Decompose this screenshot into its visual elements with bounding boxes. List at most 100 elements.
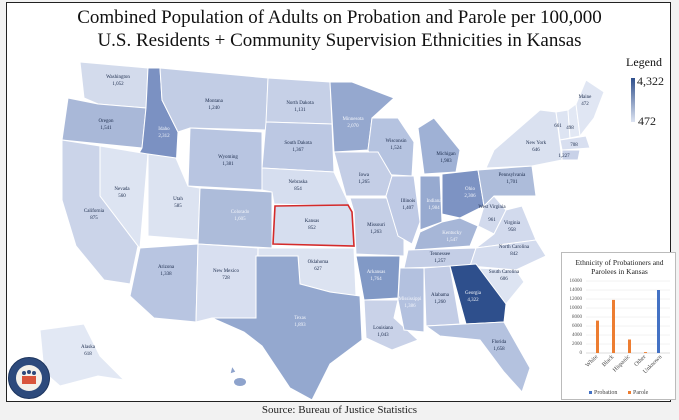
page-title: Combined Population of Adults on Probati… — [0, 6, 679, 52]
state-south-dakota[interactable] — [261, 121, 335, 173]
state-michigan[interactable] — [417, 117, 461, 175]
state-hawaii-big-island[interactable] — [234, 378, 246, 386]
svg-text:Minnesota: Minnesota — [342, 117, 364, 122]
state-hawaii[interactable] — [229, 364, 237, 375]
ethnicity-bar-chart: Ethnicity of Probationers and Parolees i… — [561, 252, 676, 400]
state-nevada[interactable] — [99, 145, 149, 250]
state-florida[interactable] — [424, 321, 531, 393]
svg-text:1,338: 1,338 — [160, 272, 172, 277]
state-texas[interactable] — [211, 255, 363, 401]
svg-text:Kansas: Kansas — [305, 219, 319, 224]
state-north-carolina[interactable] — [469, 239, 547, 271]
svg-text:1,043: 1,043 — [377, 333, 389, 338]
svg-text:1,227: 1,227 — [558, 154, 570, 159]
svg-text:Montana: Montana — [205, 99, 224, 104]
svg-text:8000: 8000 — [572, 315, 583, 320]
svg-text:0: 0 — [580, 351, 583, 356]
svg-text:585: 585 — [174, 204, 182, 209]
svg-text:Alaska: Alaska — [81, 345, 96, 350]
state-virginia[interactable] — [474, 205, 537, 249]
svg-text:Parole: Parole — [633, 390, 649, 396]
chart-legend: Probation Parole — [589, 390, 649, 396]
svg-text:12000: 12000 — [570, 297, 583, 302]
svg-text:1,893: 1,893 — [294, 323, 306, 328]
chart-gridlines — [586, 280, 670, 354]
svg-text:Tennessee: Tennessee — [430, 252, 451, 257]
svg-text:646: 646 — [532, 148, 540, 153]
svg-text:961: 961 — [488, 218, 496, 223]
svg-text:6000: 6000 — [572, 324, 583, 329]
title-line-2: U.S. Residents + Community Supervision E… — [97, 30, 582, 51]
seal-icon — [16, 365, 42, 391]
legend-parole-swatch — [628, 391, 631, 394]
legend-gradient-bar — [631, 78, 635, 122]
svg-text:958: 958 — [508, 228, 516, 233]
svg-text:1,240: 1,240 — [208, 106, 220, 111]
svg-text:1,658: 1,658 — [493, 347, 505, 352]
svg-text:Illinois: Illinois — [401, 199, 415, 204]
state-connecticut[interactable] — [561, 149, 581, 161]
svg-text:Ohio: Ohio — [465, 187, 476, 192]
bar-unknown-probation — [657, 290, 660, 353]
svg-text:Washington: Washington — [106, 75, 130, 80]
bar-black-parole — [612, 299, 615, 353]
state-georgia[interactable] — [449, 263, 507, 325]
svg-text:Indiana: Indiana — [427, 199, 443, 204]
svg-text:Florida: Florida — [492, 340, 507, 345]
svg-text:10000: 10000 — [570, 306, 583, 311]
svg-text:498: 498 — [566, 126, 574, 131]
svg-text:16000: 16000 — [570, 279, 583, 284]
svg-text:1,052: 1,052 — [112, 82, 124, 87]
svg-text:Utah: Utah — [173, 197, 183, 202]
chart-title: Ethnicity of Probationers and Parolees i… — [575, 258, 664, 276]
svg-text:1,265: 1,265 — [358, 180, 370, 185]
state-massachusetts[interactable] — [559, 135, 591, 151]
svg-text:New York: New York — [526, 141, 547, 146]
svg-text:1,984: 1,984 — [428, 206, 440, 211]
svg-text:661: 661 — [554, 124, 562, 129]
svg-text:2,312: 2,312 — [158, 134, 170, 139]
svg-text:Michigan: Michigan — [436, 152, 456, 157]
svg-text:Black: Black — [601, 354, 615, 368]
state-labels: Washington 1,052 Oregon 1,541 Idaho 2,312 M… — [81, 75, 592, 357]
svg-text:Texas: Texas — [294, 316, 306, 321]
svg-text:1,367: 1,367 — [292, 148, 304, 153]
svg-text:North Dakota: North Dakota — [286, 101, 314, 106]
state-maine[interactable] — [575, 79, 605, 138]
svg-text:Georgia: Georgia — [465, 291, 482, 296]
bar-hispanic-parole — [628, 339, 631, 353]
svg-text:Idaho: Idaho — [158, 127, 170, 132]
svg-text:South Carolina: South Carolina — [489, 270, 520, 275]
svg-text:1,386: 1,386 — [404, 304, 416, 309]
svg-text:1,764: 1,764 — [370, 277, 382, 282]
svg-text:1,407: 1,407 — [402, 206, 414, 211]
svg-text:1,131: 1,131 — [294, 108, 306, 113]
state-ohio[interactable] — [441, 169, 485, 219]
svg-text:1,263: 1,263 — [370, 230, 382, 235]
svg-text:California: California — [84, 209, 105, 214]
svg-text:1,260: 1,260 — [434, 300, 446, 305]
svg-text:White: White — [585, 354, 600, 369]
state-alaska[interactable] — [39, 323, 126, 387]
state-new-york[interactable] — [485, 109, 563, 169]
svg-text:Kentucky: Kentucky — [442, 231, 462, 236]
svg-text:627: 627 — [314, 267, 322, 272]
svg-text:Colorado: Colorado — [231, 210, 250, 215]
svg-text:618: 618 — [84, 352, 92, 357]
state-pennsylvania[interactable] — [477, 165, 537, 208]
state-arizona[interactable] — [129, 243, 199, 323]
state-new-mexico[interactable] — [195, 243, 259, 323]
state-illinois[interactable] — [385, 175, 421, 245]
svg-text:Arizona: Arizona — [158, 265, 175, 270]
chart-bars — [596, 290, 660, 353]
bar-white-parole — [596, 320, 599, 353]
svg-text:Missouri: Missouri — [367, 223, 385, 228]
legend-probation-swatch — [589, 391, 592, 394]
state-nebraska[interactable] — [261, 167, 351, 207]
state-mississippi[interactable] — [397, 267, 425, 333]
svg-text:Iowa: Iowa — [359, 173, 370, 178]
state-kansas[interactable] — [272, 204, 355, 247]
svg-text:1,381: 1,381 — [222, 162, 234, 167]
svg-text:Mississippi: Mississippi — [399, 297, 422, 302]
